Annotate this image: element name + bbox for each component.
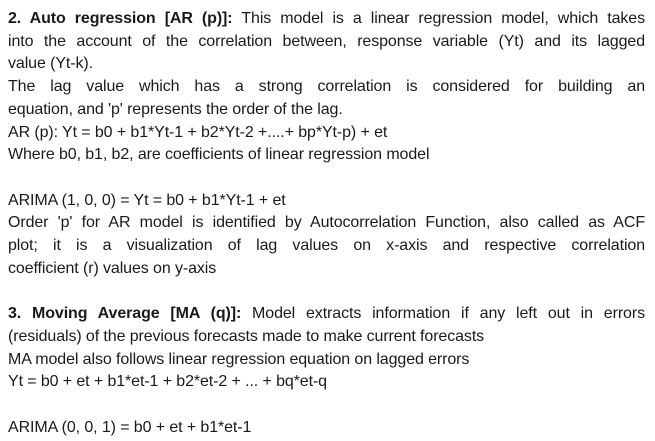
section-2-heading-line: 2. Auto regression [AR (p)]: This model … [8,8,645,31]
blank-line [8,167,645,190]
text-run: plot; it is a visualization of lag value… [8,237,645,255]
lag-description-line: equation, and 'p' represents the order o… [8,99,645,122]
text-run: (residuals) of the previous forecasts ma… [8,327,485,345]
text-run: equation, and 'p' represents the order o… [8,100,343,118]
ar-section-heading: 2. Auto regression [AR (p)]: [8,10,233,27]
text-run: Where b0, b1, b2, are coefficients of li… [8,146,430,164]
blank-line [8,280,645,303]
text-run: AR (p): Yt = b0 + b1*Yt-1 + b2*Yt-2 +...… [8,123,388,141]
text-run: value (Yt-k). [8,55,93,73]
text-run: Model extracts information if any left o… [241,305,645,323]
text-run: coefficient (r) values on y-axis [8,259,217,277]
acf-description-line: plot; it is a visualization of lag value… [8,235,645,258]
text-run: ARIMA (0, 0, 1) = b0 + et + b1*et-1 [8,418,252,436]
ar-description-line: value (Yt-k). [8,53,645,76]
text-run: Yt = b0 + et + b1*et-1 + b2*et-2 + ... +… [8,373,327,391]
acf-description-line: Order 'p' for AR model is identified by … [8,212,645,235]
text-run: Order 'p' for AR model is identified by … [8,214,645,232]
ar-equation-line: AR (p): Yt = b0 + b1*Yt-1 + b2*Yt-2 +...… [8,122,645,145]
ma-equation-line: Yt = b0 + et + b1*et-1 + b2*et-2 + ... +… [8,371,645,394]
arima-001-equation-line: ARIMA (0, 0, 1) = b0 + et + b1*et-1 [8,417,645,440]
text-run: This model is a linear regression model,… [232,10,646,27]
ma-description-line: (residuals) of the previous forecasts ma… [8,326,645,349]
ar-description-line: into the account of the correlation betw… [8,31,645,54]
acf-description-line: coefficient (r) values on y-axis [8,258,645,281]
section-3-heading-line: 3. Moving Average [MA (q)]: Model extrac… [8,303,645,326]
arima-100-equation-line: ARIMA (1, 0, 0) = Yt = b0 + b1*Yt-1 + et [8,190,645,213]
text-run: The lag value which has a strong correla… [8,78,645,96]
text-run: MA model also follows linear regression … [8,350,470,368]
text-run: into the account of the correlation betw… [8,32,645,50]
ma-description-line: MA model also follows linear regression … [8,349,645,372]
ma-section-heading: 3. Moving Average [MA (q)]: [8,305,242,323]
text-run: ARIMA (1, 0, 0) = Yt = b0 + b1*Yt-1 + et [8,191,286,209]
blank-line [8,394,645,417]
coefficients-note-line: Where b0, b1, b2, are coefficients of li… [8,144,645,167]
lag-description-line: The lag value which has a strong correla… [8,76,645,99]
